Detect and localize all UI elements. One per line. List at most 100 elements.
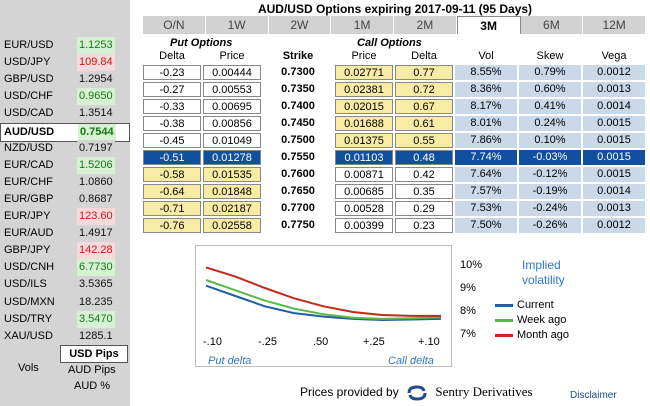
- call-delta: 0.35: [395, 184, 453, 199]
- currency-pair-eur-cad[interactable]: EUR/CAD 1.5206: [0, 156, 130, 174]
- legend-swatch: [495, 303, 513, 307]
- skew: 0.41%: [519, 99, 581, 114]
- implied-vol: 7.53%: [455, 201, 517, 216]
- put-options-header: Put Options: [170, 37, 233, 49]
- tab-2m[interactable]: 2M: [394, 16, 457, 34]
- currency-pair-usd-chf[interactable]: USD/CHF 0.9650: [0, 88, 130, 106]
- pair-rate: 3.5470: [77, 310, 115, 328]
- x-tick-label: +.25: [363, 336, 385, 348]
- call-delta: 0.77: [395, 65, 453, 80]
- put-delta: -0.76: [143, 218, 201, 233]
- currency-pair-usd-cnh[interactable]: USD/CNH 6.7730: [0, 259, 130, 277]
- x-tick-label: -.25: [258, 336, 277, 348]
- put-delta: -0.23: [143, 65, 201, 80]
- currency-pair-usd-mxn[interactable]: USD/MXN 18.235: [0, 293, 130, 311]
- column-header-2: Strike: [282, 50, 314, 62]
- tab-1m[interactable]: 1M: [331, 16, 394, 34]
- vega: 0.0013: [583, 201, 645, 216]
- vols-label: Vols: [18, 362, 39, 374]
- usd-pips-button[interactable]: USD Pips: [60, 345, 128, 363]
- pair-rate: 0.9650: [77, 88, 115, 106]
- pair-rate: 1.2954: [77, 71, 115, 89]
- currency-pair-eur-chf[interactable]: EUR/CHF 1.0860: [0, 173, 130, 191]
- tab-3m[interactable]: 3M: [456, 16, 521, 34]
- pair-rate: 6.7730: [77, 259, 115, 277]
- tab-12m[interactable]: 12M: [583, 16, 646, 34]
- pair-name: USD/TRY: [4, 312, 53, 325]
- disclaimer-link[interactable]: Disclaimer: [570, 390, 617, 401]
- put-price: 0.02187: [203, 201, 261, 216]
- currency-pair-gbp-usd[interactable]: GBP/USD 1.2954: [0, 71, 130, 89]
- legend-title: Implied volatility: [522, 258, 565, 287]
- pair-name: USD/CHF: [4, 90, 53, 103]
- currency-pair-eur-aud[interactable]: EUR/AUD 1.4917: [0, 225, 130, 243]
- column-header-3: Price: [351, 50, 377, 62]
- currency-pair-usd-try[interactable]: USD/TRY 3.5470: [0, 310, 130, 328]
- call-delta: 0.55: [395, 133, 453, 148]
- tab-6m[interactable]: 6M: [520, 16, 584, 34]
- option-row-0.7400[interactable]: -0.33 0.00695 0.7400 0.02015 0.67 8.17% 0.41% 0…: [143, 98, 646, 115]
- aud-pips-option[interactable]: AUD Pips: [68, 364, 116, 376]
- currency-pair-aud-usd[interactable]: AUD/USD 0.7544: [0, 122, 130, 142]
- tab-on[interactable]: O/N: [143, 16, 206, 34]
- currency-pair-nzd-usd[interactable]: NZD/USD 0.7197: [0, 139, 130, 157]
- skew: 0.79%: [519, 65, 581, 80]
- put-price: 0.01848: [203, 184, 261, 199]
- strike-price: 0.7700: [281, 202, 315, 214]
- chart-svg: [205, 266, 442, 322]
- option-row-0.7300[interactable]: -0.23 0.00444 0.7300 0.02771 0.77 8.55% 0.79% 0…: [143, 64, 646, 81]
- aud-pct-option[interactable]: AUD %: [74, 380, 111, 392]
- call-delta: 0.67: [395, 99, 453, 114]
- legend-swatch: [495, 318, 513, 322]
- put-delta: -0.45: [143, 133, 201, 148]
- put-price: 0.02558: [203, 218, 261, 233]
- call-price: 0.02381: [335, 82, 393, 97]
- tab-2w[interactable]: 2W: [268, 16, 332, 34]
- option-row-0.7350[interactable]: -0.27 0.00553 0.7350 0.02381 0.72 8.36% 0.60% 0…: [143, 81, 646, 98]
- put-delta: -0.58: [143, 167, 201, 182]
- put-delta: -0.51: [143, 150, 201, 165]
- pair-name: USD/CAD: [4, 107, 54, 120]
- option-row-0.7450[interactable]: -0.38 0.00856 0.7450 0.01688 0.61 8.01% 0.24% 0…: [143, 115, 646, 132]
- tab-1w[interactable]: 1W: [205, 16, 269, 34]
- strike-price: 0.7550: [263, 150, 333, 165]
- currency-pair-usd-ils[interactable]: USD/ILS 3.5365: [0, 276, 130, 294]
- option-row-0.7550[interactable]: -0.51 0.01278 0.7550 0.01103 0.48 7.74% -0.03%…: [143, 149, 646, 166]
- pair-name: EUR/AUD: [4, 227, 54, 240]
- pair-rate: 0.7197: [77, 139, 115, 157]
- option-row-0.7500[interactable]: -0.45 0.01049 0.7500 0.01375 0.55 7.86% 0.10% 0…: [143, 132, 646, 149]
- currency-pair-gbp-jpy[interactable]: GBP/JPY 142.28: [0, 242, 130, 260]
- call-price: 0.01688: [335, 116, 393, 131]
- call-delta-label: Call delta: [388, 355, 434, 367]
- pair-rate: 0.8687: [77, 190, 115, 208]
- currency-pair-usd-jpy[interactable]: USD/JPY 109.84: [0, 54, 130, 72]
- currency-pair-xau-usd[interactable]: XAU/USD 1285.1: [0, 327, 130, 345]
- currency-pair-eur-jpy[interactable]: EUR/JPY 123.60: [0, 208, 130, 225]
- call-price: 0.00685: [335, 184, 393, 199]
- skew: -0.24%: [519, 201, 581, 216]
- currency-pair-eur-gbp[interactable]: EUR/GBP 0.8687: [0, 190, 130, 208]
- option-row-0.7750[interactable]: -0.76 0.02558 0.7750 0.00399 0.23 7.50% -0.26%…: [143, 217, 646, 234]
- put-price: 0.01535: [203, 167, 261, 182]
- legend-swatch: [495, 333, 513, 337]
- put-price: 0.00695: [203, 99, 261, 114]
- x-tick-label: .50: [313, 336, 329, 348]
- vega: 0.0012: [583, 65, 645, 80]
- strike-price: 0.7400: [281, 100, 315, 112]
- sentry-logo-icon: [407, 385, 427, 401]
- option-row-0.7600[interactable]: -0.58 0.01535 0.7600 0.00871 0.42 7.64% -0.12%…: [143, 166, 646, 183]
- strike-price: 0.7300: [281, 66, 315, 78]
- pair-name: GBP/USD: [4, 73, 54, 86]
- put-price: 0.00856: [203, 116, 261, 131]
- put-price: 0.01049: [203, 133, 261, 148]
- put-delta: -0.38: [143, 116, 201, 131]
- option-row-0.7700[interactable]: -0.71 0.02187 0.7700 0.00528 0.29 7.53% -0.24%…: [143, 200, 646, 217]
- pair-rate: 123.60: [77, 208, 115, 225]
- option-row-0.7650[interactable]: -0.64 0.01848 0.7650 0.00685 0.35 7.57% -0.19%…: [143, 183, 646, 200]
- pair-name: AUD/USD: [4, 125, 55, 138]
- currency-pair-eur-usd[interactable]: EUR/USD 1.1253: [0, 37, 130, 54]
- currency-pair-usd-cad[interactable]: USD/CAD 1.3514: [0, 105, 130, 123]
- pair-rate: 1285.1: [77, 327, 115, 345]
- pair-name: EUR/GBP: [4, 192, 54, 205]
- credit-text: Prices provided by: [300, 385, 399, 399]
